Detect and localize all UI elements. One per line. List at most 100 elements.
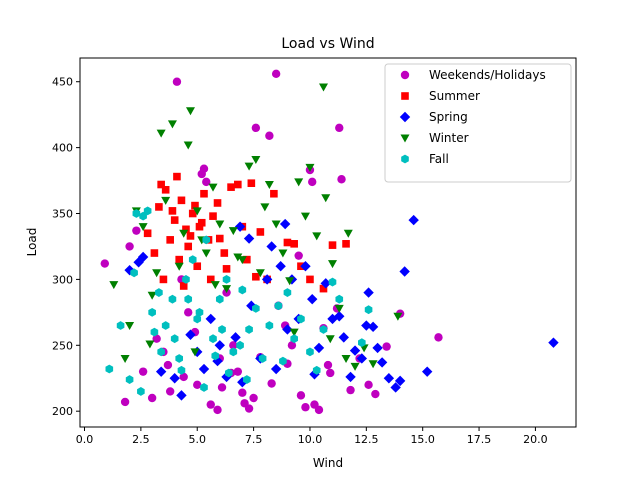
data-point-winter [350,362,360,371]
y-tick-label: 200 [52,405,73,418]
data-point-summer [209,212,217,220]
data-point-winter [393,312,403,321]
data-point-winter [228,227,238,236]
data-point-winter [334,304,344,313]
data-point-summer [283,238,292,247]
data-point-spring [399,266,410,277]
data-point-spring [408,214,419,226]
data-point-summer [328,241,337,249]
data-point-fall [209,334,217,344]
data-point-weekends-holidays [323,360,333,370]
data-point-winter [109,281,119,290]
chart-title: Load vs Wind [281,36,374,52]
data-point-weekends-holidays [213,405,222,415]
data-point-summer [247,179,256,187]
data-point-winter [145,340,155,349]
data-point-fall [193,314,202,324]
data-point-fall [222,275,231,284]
data-point-spring [320,278,331,289]
data-point-spring [279,218,291,230]
data-point-winter [368,360,378,369]
data-point-fall [200,383,208,392]
data-point-weekends-holidays [271,69,281,79]
data-point-winter [294,178,304,187]
data-point-weekends-holidays [382,342,391,351]
data-point-fall [265,321,274,330]
points-layer [100,69,559,415]
data-point-weekends-holidays [251,123,261,133]
data-point-spring [275,261,286,272]
y-axis-ticks: 200 250 300 350 400 450 [52,76,80,418]
data-point-fall [211,351,220,361]
data-point-fall [328,277,337,287]
data-point-summer [155,203,163,211]
data-point-weekends-holidays [202,177,211,187]
data-point-spring [266,241,277,252]
data-point-fall [202,235,211,245]
legend-label: Winter [429,131,469,145]
data-point-weekends-holidays [147,393,157,403]
data-point-weekends-holidays [120,397,130,407]
y-tick-label: 300 [52,273,73,286]
legend-marker [399,111,411,123]
data-point-winter [152,269,162,278]
data-point-summer [182,225,190,234]
data-point-fall [130,268,138,278]
data-point-weekends-holidays [206,400,215,409]
data-point-weekends-holidays [199,164,209,173]
data-point-spring [205,313,216,325]
data-point-summer [143,229,152,238]
legend-label: Spring [429,110,468,124]
data-point-fall [132,209,141,218]
data-point-fall [229,347,238,357]
data-point-fall [236,340,244,350]
data-point-spring [338,332,349,343]
data-point-weekends-holidays [308,177,317,187]
legend-marker [400,70,410,80]
data-point-winter [174,262,184,271]
data-point-winter [125,322,135,331]
data-point-weekends-holidays [238,388,247,397]
x-tick-label: 20.0 [523,433,548,446]
data-point-fall [139,211,147,221]
data-point-fall [364,305,373,315]
data-point-winter [192,207,202,216]
y-axis-label: Load [25,228,39,257]
plot-frame [79,57,577,428]
data-point-winter [210,281,220,290]
data-point-weekends-holidays [193,380,202,390]
data-point-spring [243,233,255,244]
data-point-fall [182,275,190,284]
data-point-weekends-holidays [294,251,303,260]
data-point-winter [190,348,200,357]
data-point-fall [290,334,298,344]
data-point-summer [342,240,350,248]
data-point-winter [305,163,315,172]
data-point-summer [197,218,206,227]
data-point-fall [319,325,328,334]
data-point-summer [173,172,181,181]
x-tick-label: 0.0 [76,433,94,446]
data-point-summer [168,207,177,215]
data-point-fall [312,365,321,375]
data-point-fall [283,288,292,297]
data-point-winter [138,223,148,232]
x-tick-label: 12.5 [354,433,379,446]
data-point-fall [116,321,125,330]
data-point-summer [161,185,170,194]
data-point-weekends-holidays [100,259,110,268]
legend-label: Summer [429,89,480,103]
data-point-weekends-holidays [337,175,346,184]
data-point-fall [279,356,287,366]
data-point-winter [278,249,288,258]
data-point-spring [548,337,559,348]
data-point-spring [237,376,248,388]
data-point-summer [177,196,186,205]
data-point-winter [120,354,130,363]
data-point-fall [238,285,247,295]
data-point-spring [367,321,379,333]
data-point-spring [198,363,210,375]
data-point-winter [251,155,261,164]
data-point-spring [390,382,401,393]
data-point-weekends-holidays [125,242,134,251]
